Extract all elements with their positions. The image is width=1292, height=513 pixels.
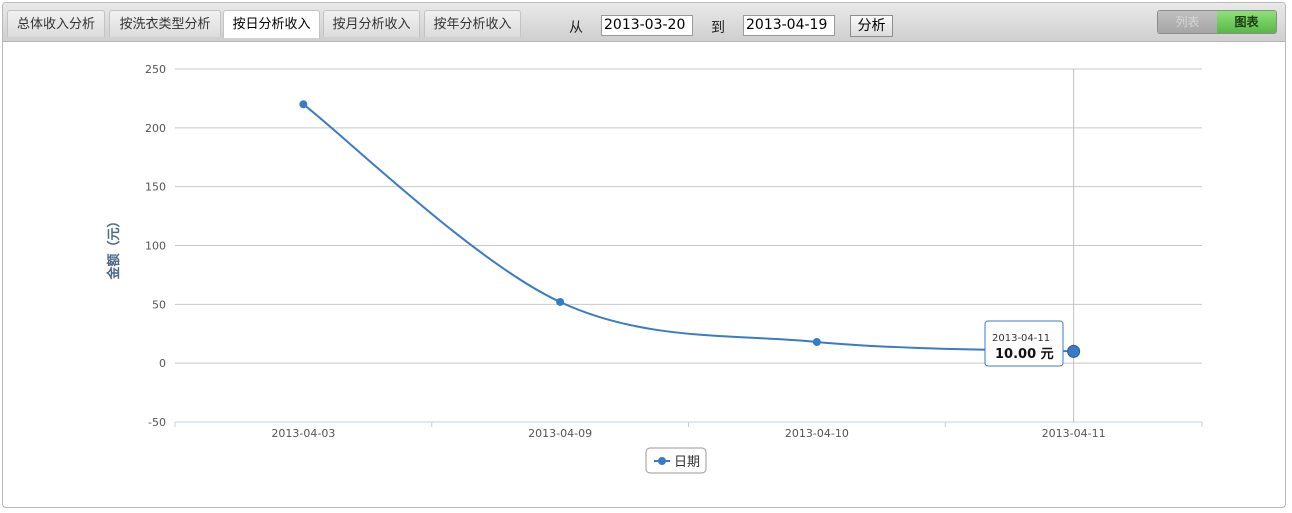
y-axis-label: 金额（元） [106, 214, 122, 280]
y-tick-label: 250 [145, 63, 166, 76]
tooltip: 2013-04-11 10.00 元 [985, 321, 1063, 366]
x-tick-label: 2013-04-10 [785, 427, 849, 440]
y-tick-label: 0 [159, 357, 166, 370]
tooltip-date: 2013-04-11 [992, 333, 1050, 344]
legend-marker [658, 457, 666, 465]
y-tick-label: -50 [148, 416, 166, 429]
tooltip-value: 10.00 元 [995, 347, 1054, 362]
y-tick-label: 200 [145, 122, 166, 135]
legend-label: 日期 [674, 455, 700, 470]
x-tick-label: 2013-04-11 [1042, 427, 1106, 440]
data-point[interactable] [556, 298, 564, 306]
data-point[interactable] [813, 338, 821, 346]
x-tick-label: 2013-04-03 [271, 427, 335, 440]
series-points [299, 100, 1079, 357]
data-point[interactable] [299, 100, 307, 108]
y-axis-ticks: -50 0 50 100 150 200 250 [145, 63, 166, 429]
x-tick-label: 2013-04-09 [528, 427, 592, 440]
legend[interactable]: 日期 [646, 448, 706, 473]
y-tick-label: 150 [145, 181, 166, 194]
x-axis: 2013-04-03 2013-04-09 2013-04-10 2013-04-11 [175, 422, 1202, 440]
series-line [303, 104, 1073, 351]
data-point[interactable] [1068, 345, 1080, 357]
y-tick-label: 100 [145, 240, 166, 253]
y-tick-label: 50 [152, 298, 166, 311]
chart-grid [175, 69, 1202, 422]
